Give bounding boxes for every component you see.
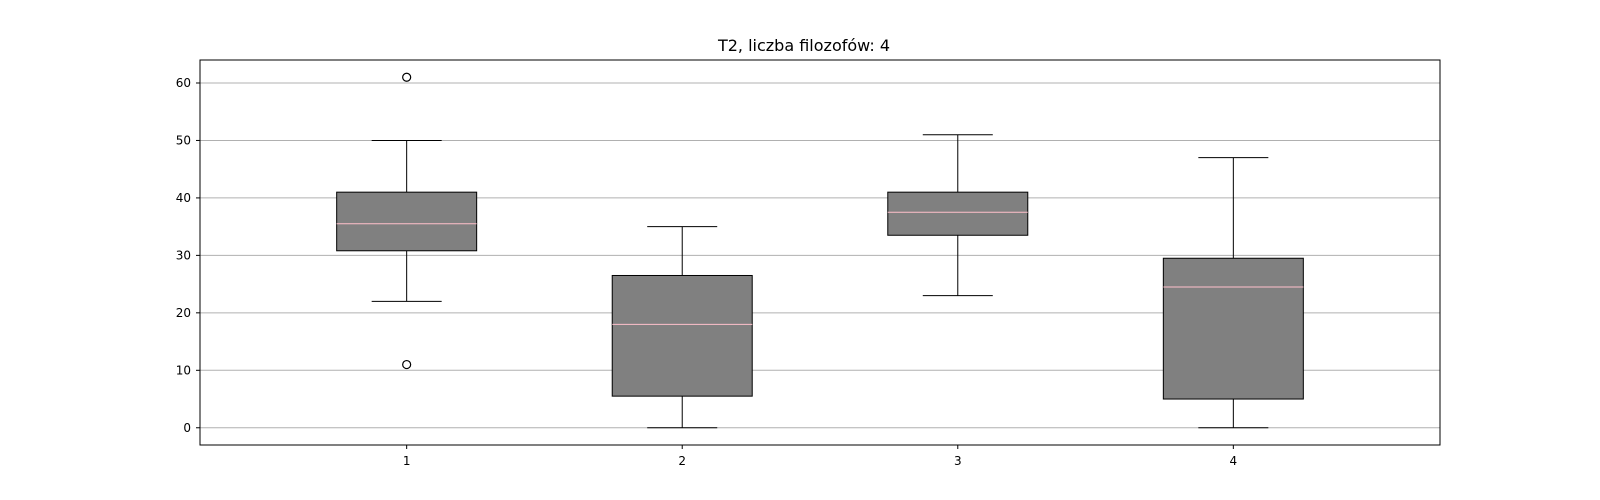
box-body: [887, 191, 1029, 236]
y-tick-label: 0: [183, 421, 191, 435]
x-tick-label: 3: [954, 454, 962, 468]
box-4: [1162, 157, 1304, 429]
chart-title: T2, liczba filozofów: 4: [717, 36, 890, 55]
outlier-point: [402, 72, 412, 82]
axes: 0 10 20 30 40 50 60 1 2 3 4: [176, 76, 1237, 468]
x-tick-label: 2: [678, 454, 686, 468]
box-body: [1162, 257, 1304, 400]
box-1: [336, 72, 478, 370]
y-tick-label: 10: [176, 363, 191, 377]
plot-frame: [199, 59, 1441, 446]
outlier-point: [402, 359, 412, 370]
x-tick-label: 1: [403, 454, 411, 468]
box-body: [611, 274, 753, 397]
box-3: [887, 134, 1029, 297]
y-tick-label: 50: [176, 133, 191, 147]
x-tick-label: 4: [1230, 454, 1238, 468]
box-2: [611, 226, 753, 429]
y-tick-label: 30: [176, 248, 191, 262]
box-body: [336, 191, 478, 252]
y-tick-label: 40: [176, 191, 191, 205]
boxes: [336, 72, 1304, 429]
y-tick-label: 60: [176, 76, 191, 90]
y-tick-label: 20: [176, 306, 191, 320]
